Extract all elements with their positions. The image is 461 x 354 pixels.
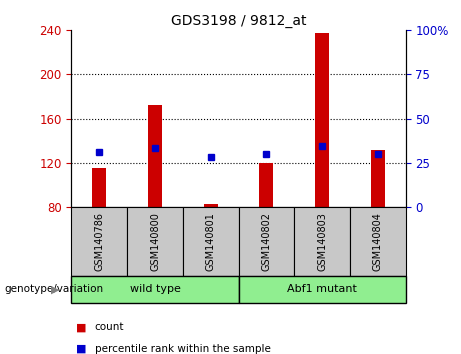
Bar [238, 276, 406, 303]
Bar [315, 33, 329, 207]
Text: GSM140786: GSM140786 [95, 212, 104, 271]
Bar [183, 207, 238, 276]
Bar [204, 204, 218, 207]
Text: genotype/variation: genotype/variation [5, 284, 104, 295]
Bar [350, 207, 406, 276]
Bar [148, 105, 162, 207]
Text: GSM140800: GSM140800 [150, 212, 160, 271]
Bar [92, 169, 106, 207]
Bar [294, 207, 350, 276]
Bar [71, 276, 239, 303]
Text: Abf1 mutant: Abf1 mutant [287, 284, 357, 295]
Bar [127, 207, 183, 276]
Text: ■: ■ [76, 322, 87, 332]
Text: ■: ■ [76, 344, 87, 354]
Text: GSM140802: GSM140802 [261, 212, 272, 271]
Text: percentile rank within the sample: percentile rank within the sample [95, 344, 271, 354]
Text: GSM140804: GSM140804 [373, 212, 383, 271]
Text: count: count [95, 322, 124, 332]
Bar [238, 207, 294, 276]
Text: GSM140803: GSM140803 [317, 212, 327, 271]
Text: wild type: wild type [130, 284, 180, 295]
Text: ▶: ▶ [51, 284, 59, 295]
Text: GSM140801: GSM140801 [206, 212, 216, 271]
Bar [371, 149, 385, 207]
Bar [71, 207, 127, 276]
Title: GDS3198 / 9812_at: GDS3198 / 9812_at [171, 14, 306, 28]
Bar [260, 163, 273, 207]
